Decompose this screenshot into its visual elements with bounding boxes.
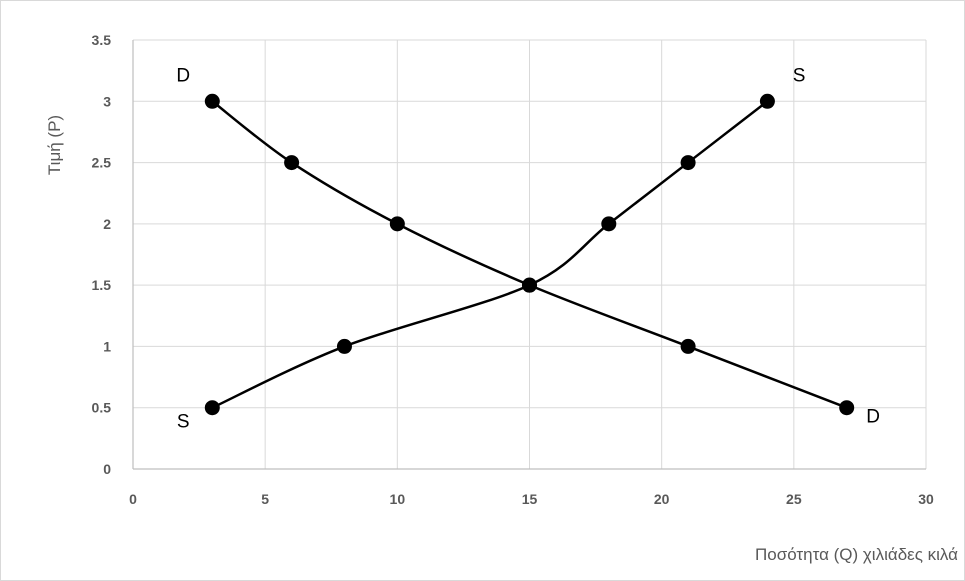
data-point <box>204 93 220 109</box>
series <box>204 93 855 416</box>
data-point <box>336 338 352 354</box>
y-tick-label: 2 <box>103 216 111 232</box>
y-tick-label: 0.5 <box>92 400 112 416</box>
x-tick-label: 25 <box>786 491 802 507</box>
curve-label: S <box>177 411 190 432</box>
data-point <box>204 400 220 416</box>
y-axis-title: Τιμή (P) <box>45 115 64 175</box>
x-tick-label: 0 <box>129 491 137 507</box>
data-point <box>522 277 537 293</box>
data-point <box>680 338 696 354</box>
data-point <box>680 155 696 171</box>
x-tick-label: 20 <box>654 491 670 507</box>
curve-label: D <box>866 406 880 427</box>
data-point <box>759 93 775 109</box>
grid <box>133 39 927 469</box>
x-tick-label: 10 <box>390 491 406 507</box>
data-point <box>601 216 617 232</box>
y-tick-label: 1.5 <box>92 277 112 293</box>
labels: D S S D <box>176 66 880 433</box>
y-tick-label: 2.5 <box>92 155 112 171</box>
x-tick-label: 5 <box>261 491 269 507</box>
data-point <box>389 216 405 232</box>
y-tick-label: 3 <box>103 93 111 109</box>
x-axis-title: Ποσότητα (Q) χιλιάδες κιλά <box>755 545 958 564</box>
y-tick-label: 1 <box>103 338 111 354</box>
curve-label: D <box>176 66 190 87</box>
x-tick-label: 15 <box>522 491 538 507</box>
curve-label: S <box>793 66 806 87</box>
data-point <box>839 400 855 416</box>
y-tick-label: 3.5 <box>92 32 112 48</box>
y-tick-label: 0 <box>103 461 111 477</box>
x-tick-label: 30 <box>918 491 934 507</box>
axes: 0 0.5 1 1.5 2 2.5 3 3.5 0 5 10 15 20 25 30 <box>92 32 934 507</box>
data-point <box>284 155 300 171</box>
